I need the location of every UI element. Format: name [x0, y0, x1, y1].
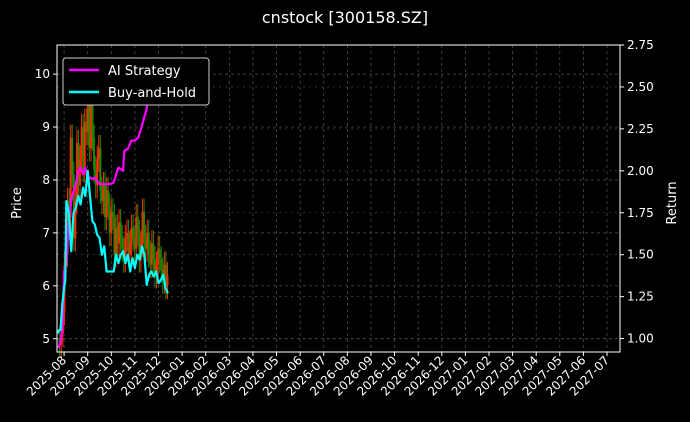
- legend-label-ai: AI Strategy: [108, 64, 181, 79]
- left-axis-ticks: 5 6 7 8 9 10: [35, 67, 57, 346]
- series-lines: [56, 66, 169, 349]
- y-left-tick-label: 6: [42, 279, 50, 293]
- y-left-tick-label: 5: [42, 332, 50, 346]
- y-right-tick-label: 1.00: [627, 332, 654, 346]
- y-axis-label-right: Return: [665, 181, 680, 224]
- price-candles: [58, 71, 169, 358]
- y-right-tick-label: 2.50: [627, 80, 654, 94]
- y-left-tick-label: 9: [42, 120, 50, 134]
- series-line-buy-and-hold: [56, 169, 169, 334]
- y-axis-label-left: Price: [10, 187, 25, 219]
- chart-title: cnstock [300158.SZ]: [262, 8, 428, 27]
- grid: [57, 44, 620, 352]
- y-left-tick-label: 7: [42, 226, 50, 240]
- plot-frame: [56, 44, 621, 353]
- y-right-tick-label: 1.50: [627, 248, 654, 262]
- legend-box: [62, 57, 210, 106]
- y-right-tick-label: 2.25: [627, 122, 654, 136]
- y-right-tick-label: 1.25: [627, 290, 654, 304]
- y-left-tick-label: 8: [42, 173, 50, 187]
- legend: AI Strategy Buy-and-Hold: [62, 57, 210, 106]
- y-right-tick-label: 2.75: [627, 38, 654, 52]
- y-left-tick-label: 10: [35, 67, 50, 81]
- y-right-tick-label: 1.75: [627, 206, 654, 220]
- y-right-tick-label: 2.00: [627, 164, 654, 178]
- right-axis-ticks: 1.00 1.25 1.50 1.75 2.00 2.25 2.50 2.75: [620, 38, 654, 346]
- legend-label-bh: Buy-and-Hold: [108, 86, 196, 101]
